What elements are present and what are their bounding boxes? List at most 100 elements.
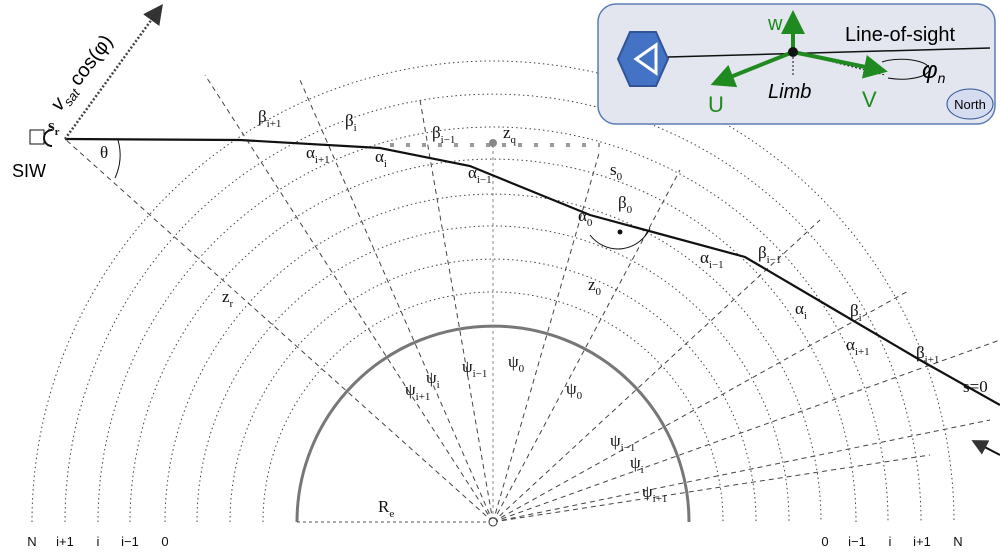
- subscript: i+1: [416, 391, 431, 403]
- subscript: i−1: [621, 442, 636, 454]
- center: [488, 517, 498, 527]
- symbol: β: [618, 193, 627, 212]
- w-label: w: [767, 13, 783, 35]
- symbol: ψ: [508, 352, 519, 371]
- inset: w U V Limb Line-of-sight φn North: [597, 3, 996, 125]
- subscript: 0: [627, 204, 633, 216]
- symbol-label: βi: [345, 111, 357, 134]
- shell-label: N: [953, 534, 962, 549]
- symbol-label: βi: [850, 301, 862, 324]
- symbol-label: αi−1: [700, 248, 724, 271]
- subscript: e: [389, 508, 394, 520]
- symbol: z: [503, 123, 511, 142]
- symbol-label: ψi: [630, 453, 644, 476]
- subscript: i+1: [855, 346, 870, 358]
- subscript: 0: [519, 363, 525, 375]
- symbol: α: [700, 248, 709, 267]
- subscript: i: [641, 464, 644, 476]
- radial-lines: [64, 74, 1000, 523]
- siw-label: SIW: [12, 161, 46, 181]
- symbol: ψ: [566, 379, 577, 398]
- symbol-label: Re: [378, 497, 394, 520]
- theta-arc: [114, 139, 121, 179]
- symbol: ψ: [642, 482, 653, 501]
- symbol: β: [758, 243, 767, 262]
- subscript: i−1: [473, 368, 488, 380]
- symbol: α: [846, 335, 855, 354]
- subscript: i: [384, 158, 387, 170]
- subscript: i: [437, 379, 440, 391]
- subscript: i: [354, 122, 357, 134]
- radial-line: [492, 454, 931, 523]
- symbol: ψ: [610, 431, 621, 450]
- radial-line: [492, 149, 601, 523]
- symbol: β: [850, 301, 859, 320]
- symbol: ψ: [405, 380, 416, 399]
- symbol-label: βi+1: [916, 343, 939, 366]
- radial-line: [492, 419, 991, 523]
- shell: [64, 93, 922, 523]
- symbol-label: θ: [100, 143, 108, 162]
- radial-line: [299, 79, 494, 523]
- symbol-label: αi+1: [306, 143, 330, 166]
- subscript: i: [804, 310, 807, 322]
- subscript: 0: [617, 171, 623, 183]
- subscript: i: [859, 312, 862, 324]
- subscript: i+1: [653, 493, 668, 505]
- shell-label: 0: [821, 534, 828, 549]
- symbol-label: zr: [222, 287, 234, 310]
- subscript: i−1: [477, 174, 492, 186]
- instrument-glyph: [633, 42, 658, 76]
- phi-arc: [881, 58, 930, 80]
- symbol: R: [378, 497, 390, 516]
- right-angle-dot: [617, 229, 623, 235]
- radial-line: [492, 339, 1000, 523]
- limb-point: [788, 47, 798, 57]
- symbol: s: [610, 160, 617, 179]
- velocity-arrow: [63, 3, 163, 140]
- symbol-label: ψi−1: [610, 431, 635, 454]
- subscript: i+1: [925, 354, 940, 366]
- symbol: β: [432, 123, 441, 142]
- subscript: 0: [587, 217, 593, 229]
- symbol-label: αi: [795, 299, 807, 322]
- symbol-label: αi: [375, 147, 387, 170]
- symbol-label: βi−1: [432, 123, 455, 146]
- symbol-label: β0: [618, 193, 633, 216]
- subscript: 0: [596, 286, 602, 298]
- symbol: α: [578, 206, 587, 225]
- symbol-label: ψ0: [508, 352, 525, 375]
- subscript: i−1: [767, 254, 782, 266]
- velocity-label: vsatcos(φ): [46, 31, 119, 117]
- instrument-icon: [616, 31, 670, 87]
- symbol: z: [222, 287, 230, 306]
- limb-label: Limb: [768, 81, 811, 103]
- path-arrow: [971, 440, 1000, 456]
- radial-line: [492, 289, 911, 523]
- symbol-label: βi+1: [258, 107, 281, 130]
- shell-label: i+1: [913, 534, 931, 549]
- symbol: z: [588, 275, 596, 294]
- symbol-label: ψ0: [566, 379, 583, 402]
- north-marker: [946, 88, 994, 120]
- shell-label: N: [27, 534, 36, 549]
- symbol-label: ψi+1: [642, 482, 667, 505]
- sr-label: sr: [48, 116, 60, 138]
- symbol-label: ψi+1: [405, 380, 430, 403]
- symbol-label: s=0: [963, 377, 988, 396]
- symbol: α: [795, 299, 804, 318]
- radial-line: [64, 138, 494, 523]
- symbol: β: [258, 107, 267, 126]
- alpha-arc: [589, 227, 651, 250]
- subscript: 0: [577, 390, 583, 402]
- line-of-sight-path: [64, 137, 1000, 406]
- v-label: V: [862, 87, 877, 112]
- shell-label: i: [889, 534, 892, 549]
- inset-line-of-sight: [667, 47, 991, 58]
- symbol-label: αi+1: [846, 335, 870, 358]
- shell-label: i−1: [121, 534, 139, 549]
- inset-box: [597, 3, 996, 125]
